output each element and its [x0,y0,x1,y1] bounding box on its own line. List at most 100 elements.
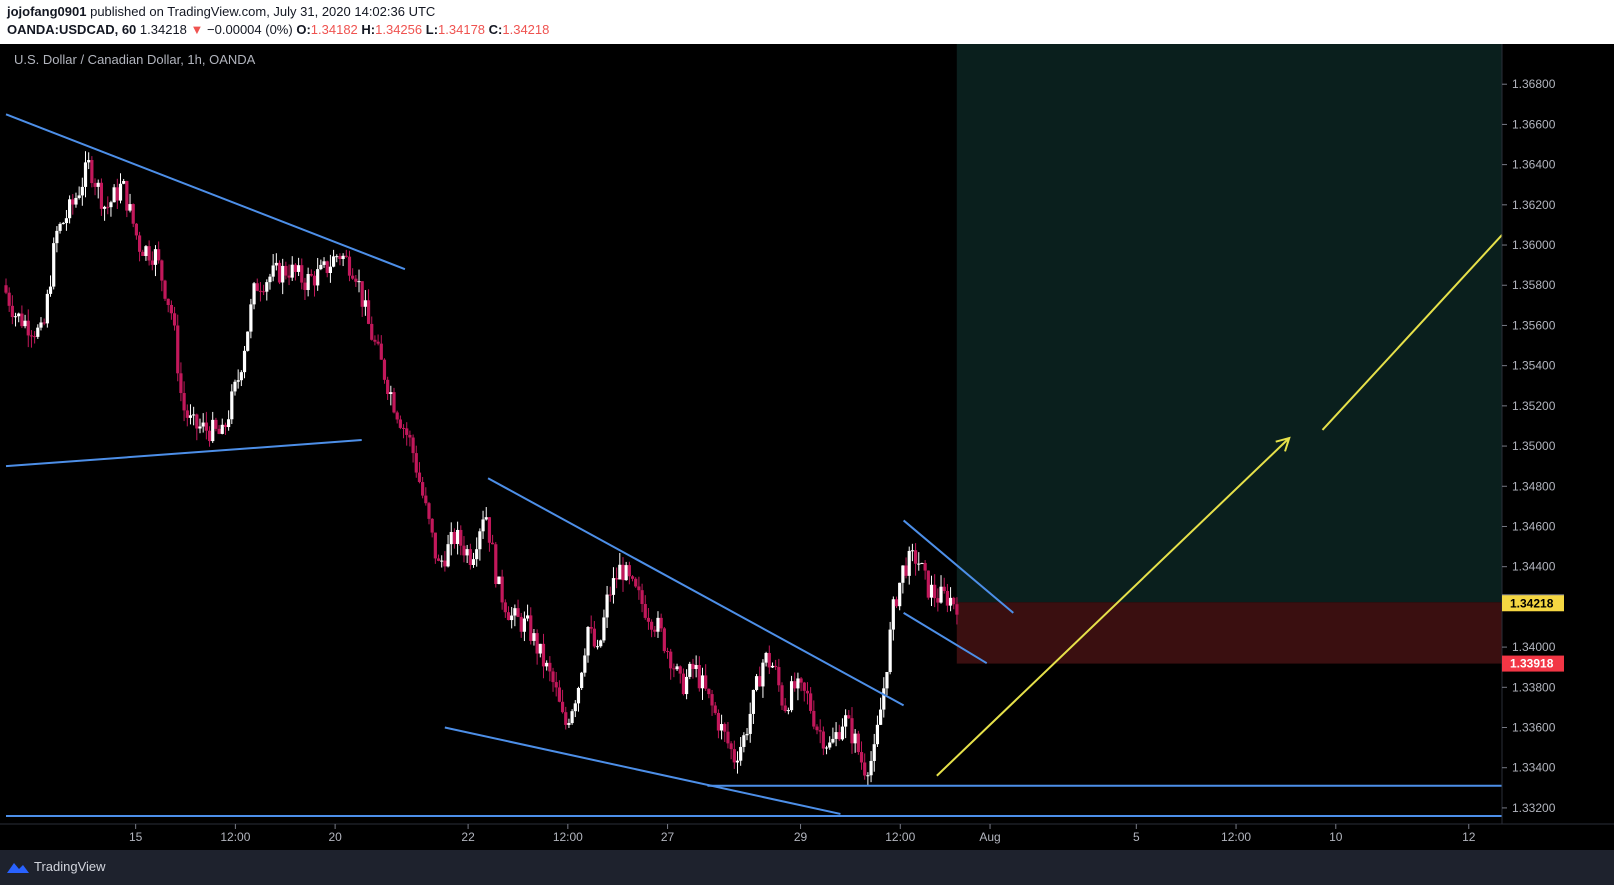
candle [656,611,660,638]
candle [102,205,107,221]
candle-body [681,673,686,695]
candle-body [87,160,91,163]
candle-body [335,256,339,258]
y-tick-label: 1.36600 [1512,117,1556,131]
candle [64,209,69,231]
candle [789,675,794,713]
candle [490,534,495,545]
candle [33,331,37,344]
candle [17,312,21,323]
candle-body [328,266,332,274]
candle-body [510,615,514,621]
candle [532,629,536,646]
candle [557,680,561,703]
candle [901,565,905,594]
candle-body [405,428,409,435]
candle-body [599,640,603,647]
candle [939,575,943,604]
candle [306,267,310,297]
candle-body [408,434,412,438]
candle-body [227,419,231,428]
candle [732,740,736,769]
candle [650,619,654,638]
x-tick-label: Aug [979,830,1000,844]
candle-body [68,199,72,219]
candle [386,376,390,400]
candle [239,370,243,387]
time-axis: 15 12:00 20 22 12:00 27 29 12:00 Aug 5 12:00 10 12 [0,823,1614,844]
candle-body [144,246,148,256]
candle [688,661,692,680]
candle-body [414,453,418,473]
trendline [5,439,362,468]
candle [602,609,606,643]
candle-body [319,264,323,270]
candle-body [888,629,892,673]
candle-body [844,715,848,727]
candle-body [548,662,552,672]
candle [452,528,457,549]
close-label: C: [488,22,503,37]
candle [96,179,100,199]
high-value: 1.34256 [375,22,423,37]
candle [484,507,488,521]
candle-body [500,576,504,603]
candle-body [141,251,145,256]
candle [109,200,113,217]
trendline [903,612,988,665]
candle-body [592,628,596,647]
trendline [5,113,406,271]
candle-body [745,733,749,736]
candle [122,178,126,185]
candle-body [665,651,670,653]
candle-body [357,281,361,283]
footer-brand[interactable]: TradingView [34,859,106,874]
candle-body [389,392,393,394]
candle [869,751,873,783]
candle-body [131,204,135,224]
candle-body [913,550,918,564]
candle [112,184,116,203]
candle-body [230,391,234,420]
author-name[interactable]: jojofang0901 [7,4,87,19]
target-zone [956,44,1502,603]
candle [802,681,806,702]
candle [157,241,161,264]
candle [872,733,876,772]
candle-body [869,760,873,776]
trendline [902,519,1014,614]
candle [719,714,724,740]
candle [325,260,329,278]
candle-body [758,676,762,687]
candle-body [478,531,482,550]
chart-title: U.S. Dollar / Canadian Dollar, 1h, OANDA [14,52,256,67]
candle-body [754,676,759,690]
candle-body [112,187,116,203]
candle-body [799,678,803,683]
candle [955,597,959,625]
candle [255,278,259,292]
candle [754,673,759,692]
candle-body [739,746,743,761]
candle [421,476,425,499]
candle [503,599,507,618]
candle [758,666,762,687]
candle-body [468,549,472,565]
candle [118,173,123,204]
candle-body [694,665,698,669]
candle-body [242,350,247,373]
candle [185,404,189,427]
price-chart[interactable]: U.S. Dollar / Canadian Dollar, 1h, OANDA… [0,44,1614,850]
tradingview-logo-icon[interactable] [6,859,30,875]
candle-body [847,715,851,719]
candle [669,648,673,680]
candle [125,180,129,218]
candle [188,404,193,425]
candle [723,722,727,742]
candle [697,656,701,692]
candle [751,689,755,724]
candle-body [55,230,59,244]
candle-body [300,265,304,283]
candle [195,413,199,441]
candle [917,552,921,571]
